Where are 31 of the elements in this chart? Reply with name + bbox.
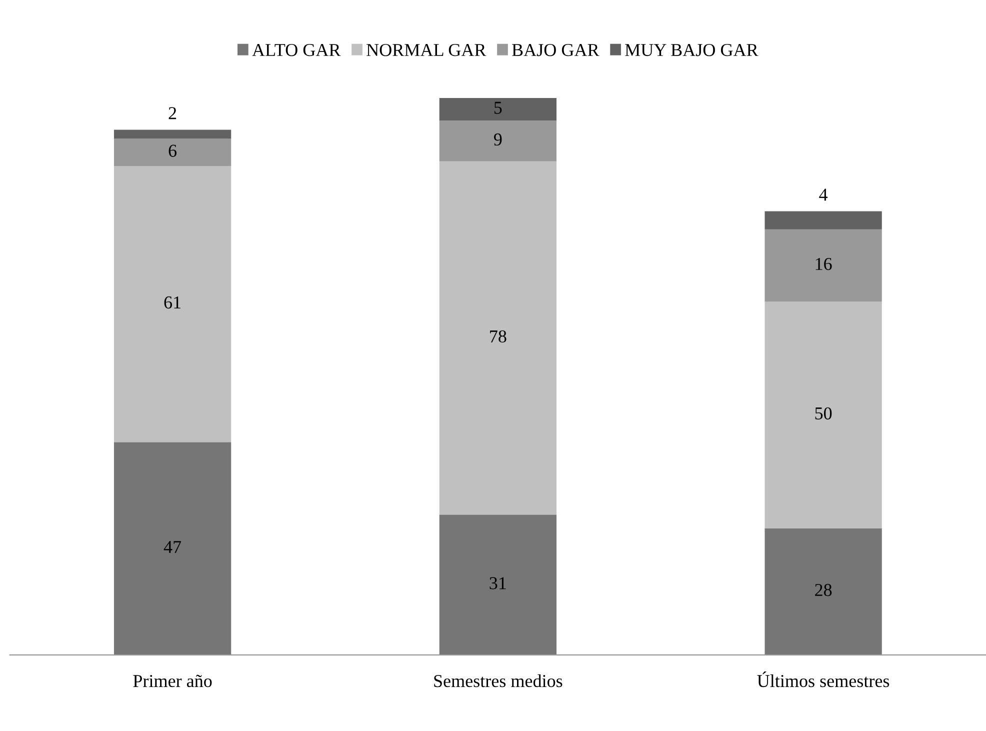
data-label: 9 <box>494 133 502 146</box>
data-label: 47 <box>164 541 182 553</box>
data-label: 31 <box>490 577 506 590</box>
bar <box>764 302 882 528</box>
data-label: 50 <box>815 407 832 420</box>
bar <box>114 130 232 139</box>
legend-label: MUY BAJO GAR <box>625 44 758 56</box>
data-label: 5 <box>494 102 502 114</box>
bar <box>114 138 232 166</box>
bar <box>439 98 556 121</box>
bar <box>439 161 556 515</box>
bar <box>764 211 882 230</box>
data-label: 28 <box>815 584 832 596</box>
bar <box>764 229 882 302</box>
x-tick-label: Primer año <box>133 674 212 688</box>
x-tick-label: Últimos semestres <box>757 672 890 688</box>
data-label: 4 <box>819 188 828 201</box>
legend-label: ALTO GAR <box>252 44 341 56</box>
bar <box>114 166 232 442</box>
data-label: 61 <box>164 296 180 309</box>
bar <box>439 120 556 162</box>
bar <box>439 514 556 655</box>
legend-label: BAJO GAR <box>512 44 600 56</box>
data-label: 78 <box>490 330 506 343</box>
data-label: 16 <box>816 258 832 270</box>
legend-label: NORMAL GAR <box>366 44 486 56</box>
bar <box>114 442 232 655</box>
data-label: 6 <box>168 144 177 157</box>
bar <box>764 528 882 655</box>
data-label: 2 <box>168 107 176 120</box>
x-tick-label: Semestres medios <box>434 674 562 688</box>
